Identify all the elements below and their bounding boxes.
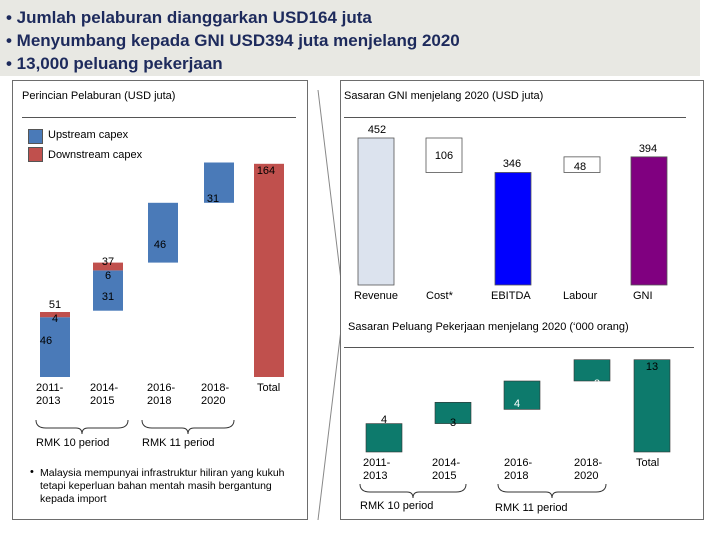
gni-bar-2 [494,172,532,286]
note-bullet: • [30,466,34,478]
jobs-axis-label-2016-2018: 2016-2018 [504,457,533,482]
gni-label-labour: 48 [574,161,586,173]
jobs-axis-label-2011-2013: 2011-2013 [363,457,391,482]
inv-bar-upstream-2 [148,202,178,263]
inv-label-upstream-0: 46 [40,335,52,347]
jobs-title-rule [344,347,694,348]
jobs-bar-2 [503,380,541,410]
jobs-title: Sasaran Peluang Pekerjaan menjelang 2020… [348,321,629,333]
inv-brace-rmk11 [141,419,235,435]
gni-axis-label-labour: Labour [563,290,598,302]
legend-swatch-downstream [28,147,43,162]
inv-bar-total [254,163,284,377]
inv-axis-label-total: Total [257,382,281,394]
jobs-bar-1 [434,401,472,424]
header-bullet-2: • Menyumbang kepada GNI USD394 juta menj… [6,31,460,50]
legend-label-upstream: Upstream capex [48,129,129,141]
jobs-label-2: 4 [514,398,520,410]
inv-label-downstream-0: 4 [52,313,58,325]
inv-axis-label-2016-2018: 2016-2018 [147,382,176,407]
inv-bar-downstream-0 [40,312,70,318]
inv-axis-label-2018-2020: 2018-2020 [201,382,230,407]
header-banner: • Jumlah pelaburan dianggarkan USD164 ju… [0,0,700,76]
gni-bar-4 [630,156,668,286]
jobs-brace-rmk10 [359,483,467,499]
inv-label-total: 164 [257,165,275,177]
header-bullet-1: • Jumlah pelaburan dianggarkan USD164 ju… [6,8,372,27]
inv-bar-upstream-0 [40,317,70,377]
jobs-axis-label-2018-2020: 2018-2020 [574,457,603,482]
inv-axis-label-2011-2013: 2011-2013 [36,382,64,407]
inv-axis-label-2014-2015: 2014-2015 [90,382,119,407]
jobs-label-0: 4 [381,414,387,426]
gni-axis-label-revenue: Revenue [354,290,399,302]
jobs-label-3: 3 [594,378,600,390]
jobs-axis-label-total: Total [636,457,660,469]
inv-label-upstream-1: 31 [102,291,114,303]
jobs-bar-3 [573,359,611,382]
jobs-bar-0 [365,423,403,453]
gni-title: Sasaran GNI menjelang 2020 (USD juta) [344,90,544,102]
inv-label-top-0: 51 [49,299,61,311]
gni-label-gni: 394 [639,143,657,155]
inv-bar-upstream-1 [93,270,123,311]
jobs-period-rmk10: RMK 10 period [360,500,434,512]
jobs-brace-rmk11 [497,483,607,499]
inv-bar-downstream-1 [93,262,123,271]
gni-axis-label-cost: Cost* [426,290,453,302]
investment-title-rule [22,117,296,118]
inv-label-top-1: 37 [102,256,114,268]
gni-bar-3 [563,156,601,173]
note-text: Malaysia mempunyai infrastruktur hiliran… [40,467,285,505]
inv-label-downstream-1: 6 [105,270,111,282]
jobs-axis-label-2014-2015: 2014-2015 [432,457,461,482]
gni-bar-1 [425,137,463,173]
jobs-label-1: 3 [450,417,456,429]
inv-label-upstream-2: 46 [154,239,166,251]
gni-axis-label-gni: GNI [633,290,653,302]
investment-title: Perincian Pelaburan (USD juta) [22,90,176,102]
gni-label-revenue: 452 [368,124,386,136]
legend-label-downstream: Downstream capex [48,149,143,161]
inv-label-upstream-3: 31 [207,193,219,205]
jobs-period-rmk11: RMK 11 period [495,502,568,514]
inv-period-rmk10: RMK 10 period [36,437,110,449]
gni-title-rule [344,117,686,118]
jobs-label-total: 13 [646,361,658,373]
gni-bar-0 [357,137,395,286]
inv-brace-rmk10 [35,419,129,435]
legend-swatch-upstream [28,129,43,144]
gni-label-ebitda: 346 [503,158,521,170]
inv-bar-upstream-3 [204,162,234,203]
jobs-bar-4 [633,359,671,453]
gni-axis-label-ebitda: EBITDA [491,290,531,302]
inv-period-rmk11: RMK 11 period [142,437,215,449]
header-bullet-3: • 13,000 peluang pekerjaan [6,54,223,73]
gni-label-cost: 106 [435,150,453,162]
